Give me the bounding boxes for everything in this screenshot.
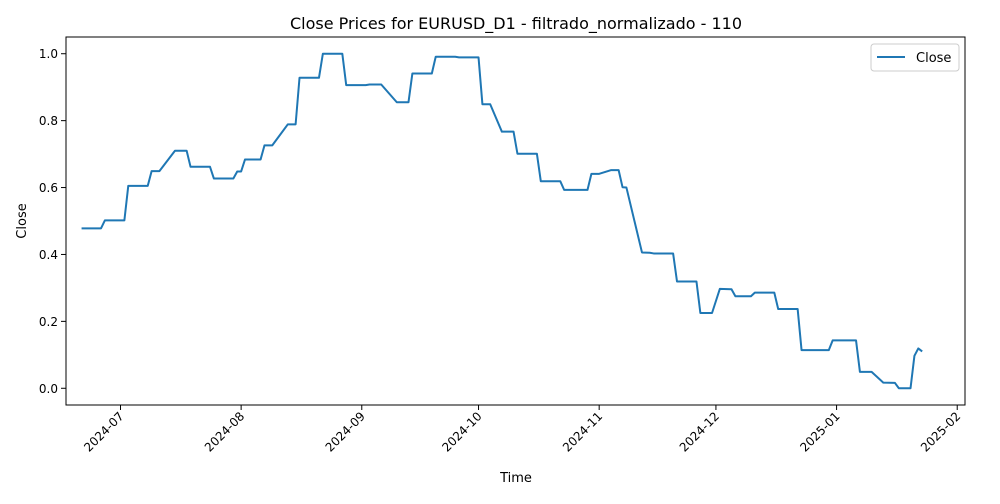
series-line-close — [81, 52, 923, 390]
y-tick-label: 0.8 — [39, 114, 58, 128]
chart-title: Close Prices for EURUSD_D1 - filtrado_no… — [290, 14, 742, 34]
x-tick-label: 2024-12 — [677, 409, 722, 454]
x-axis-label: Time — [499, 471, 532, 486]
x-tick-label: 2025-01 — [797, 409, 842, 454]
legend: Close — [870, 43, 960, 72]
y-tick-label: 0.0 — [39, 382, 58, 396]
legend-box — [870, 43, 960, 72]
x-tick-label: 2024-09 — [323, 409, 368, 454]
y-axis: 0.0 0.2 0.4 0.6 0.8 1.0 — [39, 47, 66, 396]
x-tick-label: 2025-02 — [918, 409, 963, 454]
y-tick-label: 0.4 — [39, 248, 58, 262]
y-tick-label: 1.0 — [39, 47, 58, 61]
y-tick-label: 0.6 — [39, 181, 58, 195]
y-tick-label: 0.2 — [39, 315, 58, 329]
x-tick-label: 2024-08 — [202, 409, 247, 454]
x-tick-label: 2024-11 — [560, 409, 605, 454]
x-tick-label: 2024-07 — [81, 409, 126, 454]
legend-label: Close — [916, 51, 951, 66]
plot-frame — [65, 36, 966, 406]
x-axis: 2024-07 2024-08 2024-09 2024-10 2024-11 2024-… — [81, 405, 963, 455]
y-axis-label: Close — [15, 203, 30, 238]
x-tick-label: 2024-10 — [439, 409, 484, 454]
plot-area — [81, 52, 923, 390]
